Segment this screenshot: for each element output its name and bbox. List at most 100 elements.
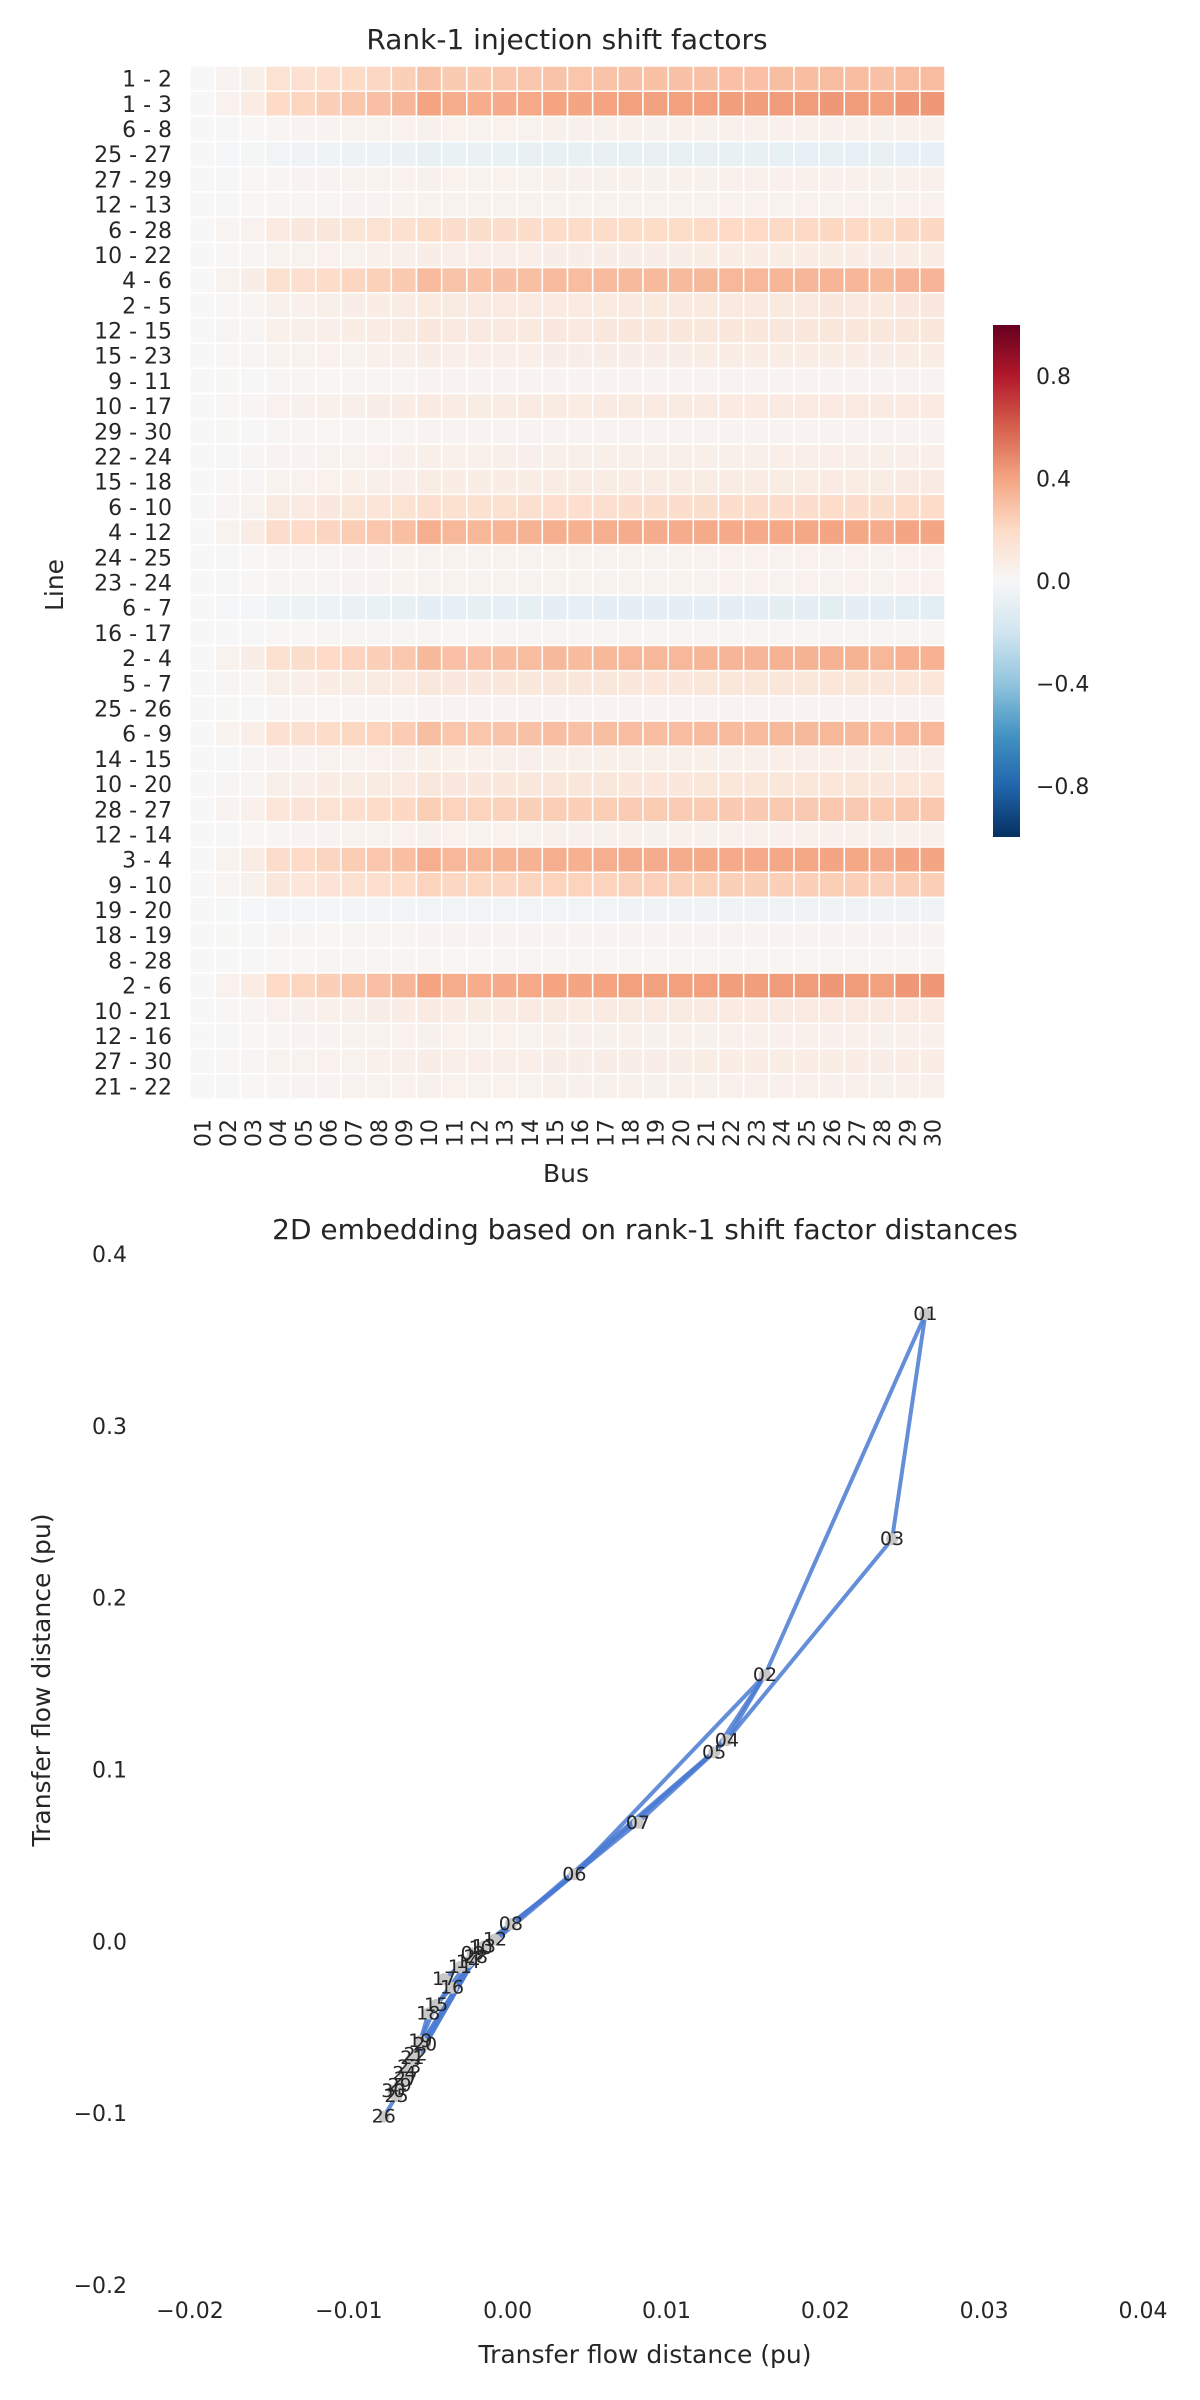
heatmap-cell [466,821,493,848]
colorbar-tick-label: −0.4 [1036,672,1089,697]
heatmap-cell [440,720,468,748]
heatmap-cell [516,90,544,118]
heatmap-cell [818,191,846,218]
heatmap-cell [919,921,946,949]
heatmap-cell [440,543,468,571]
heatmap-cell [491,644,518,672]
heatmap-cell [617,140,644,168]
heatmap-cell [315,795,342,823]
heatmap-cell [466,846,493,873]
heatmap-cell [365,695,393,722]
heatmap-cell [289,770,317,798]
heatmap-cell [390,669,418,697]
heatmap-cell [541,594,569,622]
heatmap-cell [919,720,946,748]
heatmap-cell [893,770,921,798]
heatmap-cell [516,493,544,521]
heatmap-cell [315,317,342,344]
heatmap-cell [591,115,619,143]
heatmap-cell [214,745,242,773]
heatmap-cell [340,669,367,697]
heatmap-cell [692,720,720,748]
heatmap-cell [541,745,569,773]
heatmap-cells [189,65,946,1100]
heatmap-cell [843,846,871,873]
heatmap-cell [289,644,317,672]
heatmap-cell [868,115,896,143]
heatmap-cell [365,518,393,546]
heatmap-cell [617,342,644,370]
heatmap-cell [189,695,216,722]
heatmap-cell [491,140,518,168]
heatmap-cell [566,669,594,697]
embedding-node [438,1973,451,1986]
heatmap-column-label: 10 [418,1119,443,1147]
heatmap-cell [642,594,669,622]
heatmap-cell [717,846,745,873]
heatmap-cell [214,166,242,193]
heatmap-cell [793,997,820,1025]
embedding-node-label: 12 [483,1929,507,1951]
heatmap-cell [793,241,820,269]
heatmap-cell [440,216,468,244]
heatmap-cell [919,493,946,521]
heatmap-cell [893,493,921,521]
heatmap-cell [667,342,695,370]
heatmap-cell [264,443,292,470]
heatmap-cell [818,493,846,521]
heatmap-cell [390,947,418,974]
heatmap-cell [692,191,720,218]
embedding-node-label: 20 [413,2033,437,2055]
embedding-node [477,1940,490,1953]
heatmap-cell [264,770,292,798]
heatmap-cell [566,896,594,924]
heatmap-column-label: 01 [192,1119,217,1147]
heatmap-cell [591,65,619,92]
heatmap-cell [742,292,770,319]
heatmap-cell [617,443,644,470]
heatmap-cell [516,745,544,773]
heatmap-cell [642,921,669,949]
heatmap-cell [566,821,594,848]
heatmap-cell [667,770,695,798]
heatmap-cell [591,90,619,118]
heatmap-cell [365,619,393,647]
heatmap-cell [692,115,720,143]
heatmap-cell [289,695,317,722]
heatmap-cell [491,795,518,823]
heatmap-cell [793,443,820,470]
heatmap-cell [289,166,317,193]
heatmap-cell [390,1022,418,1050]
heatmap-cell [541,417,569,445]
heatmap-cell [340,821,367,848]
heatmap-cell [264,317,292,344]
heatmap-cell [415,543,443,571]
heatmap-cell [340,292,367,319]
heatmap-cell [415,1073,443,1100]
heatmap-row-label: 23 - 24 [94,572,172,597]
heatmap-cell [919,417,946,445]
heatmap-cell [566,997,594,1025]
heatmap-cell [667,191,695,218]
heatmap-cell [466,65,493,92]
heatmap-cell [264,846,292,873]
heatmap-cell [768,1022,795,1050]
heatmap-cell [340,896,367,924]
embedding-node-label: 04 [715,1729,739,1751]
embedding-x-axis-label: Transfer flow distance (pu) [477,2340,811,2369]
heatmap-cell [591,241,619,269]
heatmap-cell [239,65,267,92]
embedding-x-tick: 0.03 [960,2299,1009,2324]
heatmap-cell [340,518,367,546]
heatmap-cell [491,972,518,999]
heatmap-cell [793,115,820,143]
heatmap-cell [768,417,795,445]
heatmap-cell [365,140,393,168]
heatmap-cell [541,695,569,722]
embedding-node-label: 22 [403,2044,427,2066]
heatmap-cell [617,191,644,218]
heatmap-cell [818,443,846,470]
heatmap-row-label: 25 - 26 [94,697,172,722]
heatmap-cell [642,115,669,143]
heatmap-cell [390,191,418,218]
